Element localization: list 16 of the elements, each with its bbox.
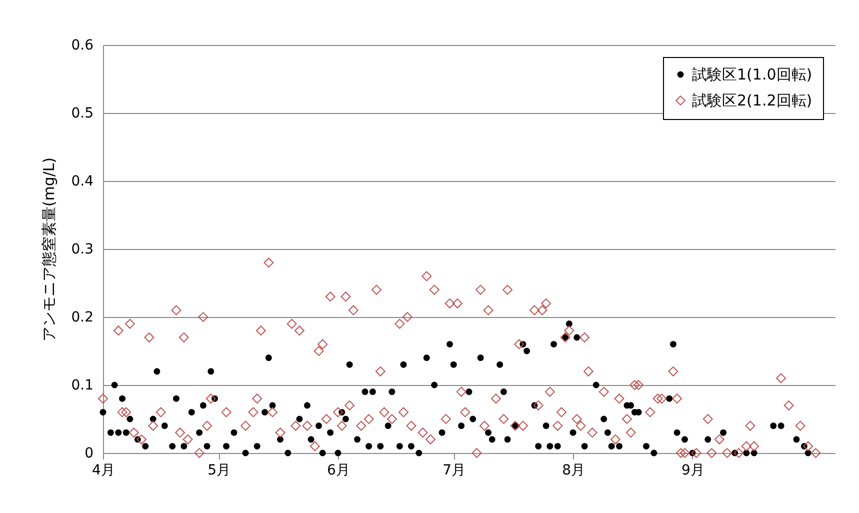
- y-tick-label: 0.6: [71, 38, 94, 54]
- x-tick-label: 5月: [208, 462, 231, 478]
- y-tick-label: 0.1: [71, 378, 94, 394]
- y-tick-label: 0.2: [71, 310, 94, 326]
- y-tick-label: 0.5: [71, 106, 94, 122]
- x-tick-label: 4月: [92, 462, 115, 478]
- x-tick-label: 6月: [327, 462, 350, 478]
- y-tick-label: 0: [84, 446, 94, 462]
- y-tick-label: 0.3: [71, 242, 94, 258]
- x-tick-label: 7月: [442, 462, 466, 478]
- x-tick-label: 8月: [562, 462, 585, 478]
- legend-label: 試験区2(1.2回転): [692, 92, 812, 110]
- y-axis-title: アンモニア態窒素量(mg/L): [40, 157, 58, 342]
- y-tick-label: 0.4: [71, 174, 94, 190]
- legend-label: 試験区1(1.0回転): [692, 66, 812, 84]
- x-tick-label: 9月: [681, 462, 704, 478]
